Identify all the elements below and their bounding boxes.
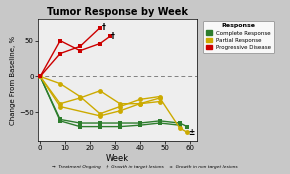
Legend: Complete Response, Partial Response, Progressive Disease: Complete Response, Partial Response, Pro… [203,21,274,53]
Text: †: † [111,32,115,41]
Text: ±: ± [188,128,195,137]
Text: †: † [101,23,105,32]
X-axis label: Week: Week [106,154,129,163]
Title: Tumor Response by Week: Tumor Response by Week [47,7,188,17]
Y-axis label: Change From Baseline, %: Change From Baseline, % [10,35,16,125]
Text: →  Treatment Ongoing    †  Growth in target lesions    ±  Growth in non target l: → Treatment Ongoing † Growth in target l… [52,165,238,169]
